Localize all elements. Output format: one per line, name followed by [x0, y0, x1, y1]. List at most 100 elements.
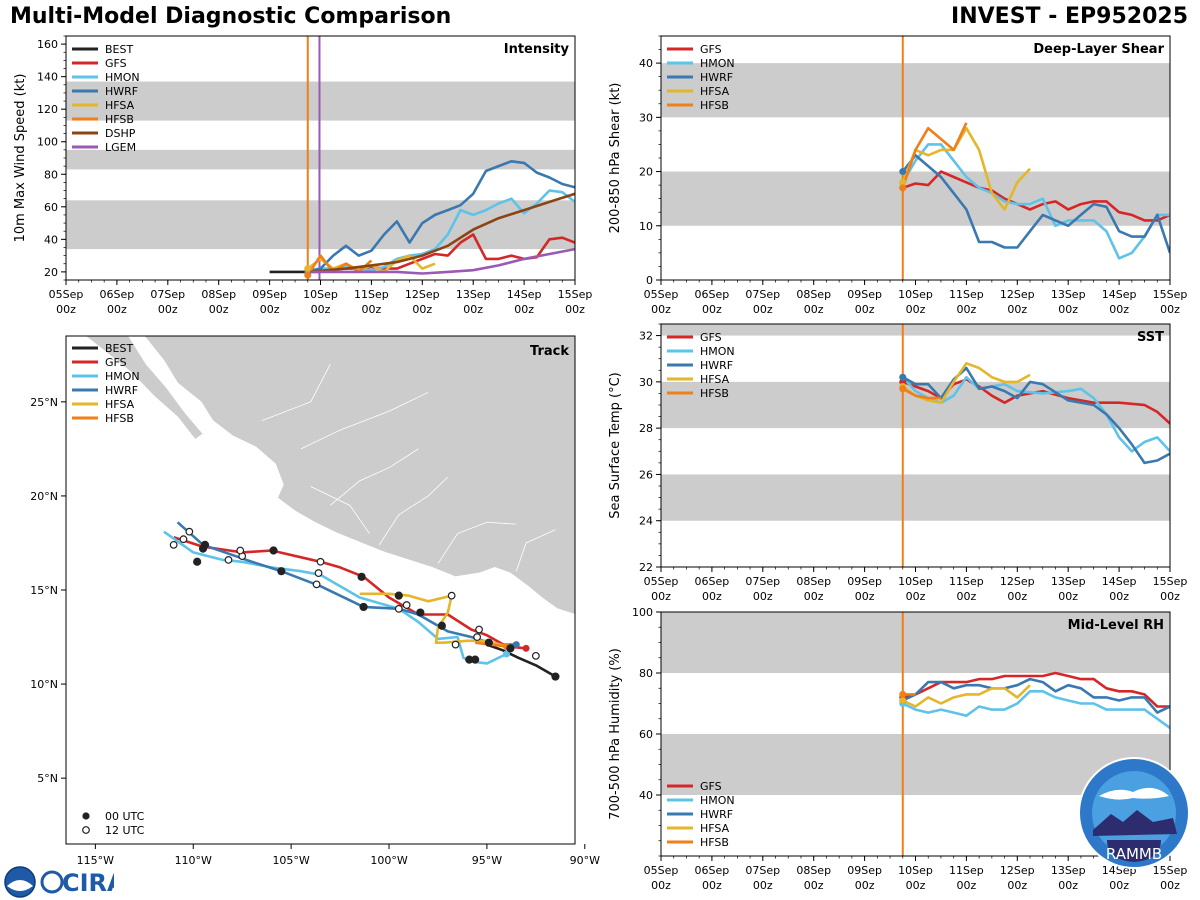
x-tick-label: 00z	[753, 879, 773, 892]
y-tick-label: 60	[44, 201, 58, 214]
marker-00utc	[277, 567, 286, 576]
track-start-gfs	[522, 644, 530, 652]
x-tick-label: 06Sep	[695, 864, 730, 877]
x-tick-label: 08Sep	[796, 575, 831, 588]
x-tick-label: 00z	[1109, 303, 1129, 316]
y-tick-label: 15°N	[30, 584, 58, 597]
x-tick-label: 12Sep	[1000, 288, 1035, 301]
x-tick-label: 00z	[753, 303, 773, 316]
marker-00utc	[465, 655, 474, 664]
y-tick-label: 10	[639, 220, 653, 233]
y-tick-label: 25°N	[30, 396, 58, 409]
x-tick-label: 13Sep	[456, 288, 491, 301]
x-tick-label: 100°W	[370, 854, 407, 867]
y-tick-label: 40	[639, 789, 653, 802]
marker-00utc	[269, 546, 278, 555]
marker-00utc	[394, 591, 403, 600]
x-tick-label: 07Sep	[745, 864, 780, 877]
panel-title: Mid-Level RH	[1068, 618, 1164, 633]
y-tick-label: 100	[37, 136, 58, 149]
legend-label-best: BEST	[105, 342, 133, 355]
panel-title: SST	[1137, 330, 1164, 345]
legend-label-hmon: HMON	[105, 71, 140, 84]
cira-logo-icon: CIRA	[40, 869, 114, 897]
plot-area	[661, 36, 1170, 280]
x-tick-label: 00z	[1160, 879, 1180, 892]
x-tick-label: 00z	[702, 590, 722, 603]
x-tick-label: 14Sep	[507, 288, 542, 301]
x-tick-label: 115°W	[77, 854, 114, 867]
start-marker	[899, 178, 907, 186]
x-tick-label: 00z	[906, 879, 926, 892]
x-tick-label: 00z	[1160, 590, 1180, 603]
marker-00utc	[506, 644, 515, 653]
start-marker	[899, 385, 907, 393]
x-tick-label: 11Sep	[949, 864, 984, 877]
legend-label-hmon: HMON	[700, 345, 735, 358]
series-line-gfs	[902, 378, 1170, 425]
x-tick-label: 00z	[1109, 590, 1129, 603]
y-tick-label: 26	[639, 468, 653, 481]
legend-label-hmon: HMON	[105, 370, 140, 383]
legend-label-hwrf: HWRF	[700, 359, 733, 372]
x-tick-label: 00z	[651, 590, 671, 603]
y-tick-label: 80	[44, 168, 58, 181]
x-tick-label: 12Sep	[405, 288, 440, 301]
x-tick-label: 15Sep	[558, 288, 593, 301]
x-tick-label: 15Sep	[1153, 864, 1188, 877]
marker-12utc	[314, 569, 323, 577]
x-tick-label: 00z	[855, 590, 875, 603]
intensity-band	[66, 149, 575, 170]
x-tick-label: 09Sep	[847, 575, 882, 588]
x-tick-label: 00z	[1058, 879, 1078, 892]
marker-12utc	[179, 535, 188, 544]
land-mexico	[143, 336, 575, 615]
x-tick-label: 06Sep	[695, 575, 730, 588]
plot-area	[661, 612, 1170, 856]
marker-12utc	[447, 591, 456, 600]
x-tick-label: 00z	[702, 879, 722, 892]
track-line-gfs	[173, 536, 527, 650]
x-tick-label: 95°W	[472, 854, 502, 867]
land-yucatan	[561, 465, 575, 506]
x-tick-label: 13Sep	[1051, 575, 1086, 588]
series-line-hfsa	[901, 126, 1031, 211]
plot-frame	[660, 323, 1171, 568]
legend-label-dshp: DSHP	[105, 127, 136, 140]
marker-00utc	[437, 621, 446, 630]
start-marker	[304, 265, 312, 273]
x-tick-label: 00z	[804, 590, 824, 603]
legend-label-hfsa: HFSA	[700, 85, 730, 98]
legend-label-hfsa: HFSA	[105, 398, 135, 411]
x-tick-label: 00z	[565, 303, 585, 316]
start-marker	[899, 690, 907, 698]
state-border	[437, 521, 517, 564]
marker-12utc	[531, 651, 540, 660]
x-tick-label: 00z	[651, 879, 671, 892]
legend-label-hfsb: HFSB	[105, 412, 134, 425]
x-tick-label: 07Sep	[745, 575, 780, 588]
x-tick-label: 00z	[855, 303, 875, 316]
series-line-hfsa	[902, 361, 1031, 405]
marker-12utc	[185, 527, 194, 536]
x-tick-label: 00z	[702, 303, 722, 316]
track-line-best	[486, 643, 557, 678]
start-marker	[899, 184, 907, 192]
page-title: Multi-Model Diagnostic Comparison	[10, 4, 452, 29]
x-tick-label: 05Sep	[644, 288, 679, 301]
y-axis-label: 200-850 hPa Shear (kt)	[608, 83, 623, 234]
series-line-hfsa	[902, 684, 1031, 708]
x-tick-label: 00z	[158, 303, 178, 316]
x-tick-label: 00z	[107, 303, 127, 316]
x-tick-label: 00z	[753, 590, 773, 603]
x-tick-label: 06Sep	[100, 288, 135, 301]
marker-12utc	[169, 540, 178, 549]
x-tick-label: 00z	[855, 879, 875, 892]
x-tick-label: 12Sep	[1000, 575, 1035, 588]
track-line-hfsa	[359, 592, 507, 648]
x-tick-label: 09Sep	[847, 288, 882, 301]
series-line-hfsb	[902, 387, 941, 400]
legend-label-hmon: HMON	[700, 794, 735, 807]
x-tick-label: 00z	[463, 303, 483, 316]
marker-12utc	[394, 604, 403, 613]
